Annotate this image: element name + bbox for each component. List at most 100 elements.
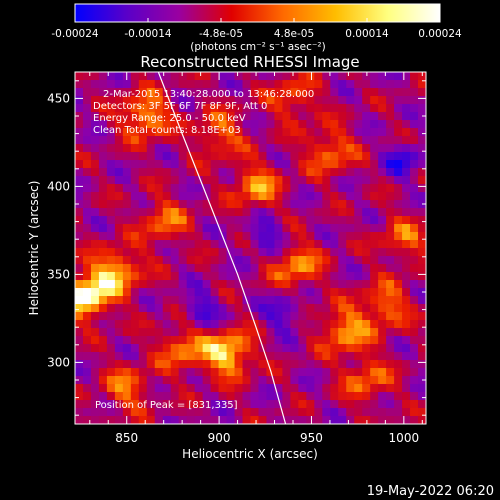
heatmap-cell — [154, 136, 164, 145]
heatmap-cell — [338, 240, 347, 249]
heatmap-cell — [186, 144, 196, 153]
heatmap-cell — [258, 176, 268, 185]
heatmap-cell — [130, 72, 140, 81]
heatmap-cell — [418, 368, 426, 377]
heatmap-cell — [146, 328, 156, 337]
heatmap-cell — [266, 304, 276, 313]
heatmap-cell — [298, 80, 307, 89]
heatmap-cell — [234, 384, 244, 393]
heatmap-cell — [218, 328, 228, 337]
heatmap-cell — [322, 336, 331, 345]
heatmap-cell — [330, 176, 339, 185]
heatmap-cell — [146, 232, 156, 241]
heatmap-cell — [418, 320, 426, 329]
heatmap-cell — [258, 368, 268, 377]
heatmap-cell — [410, 320, 419, 329]
heatmap-cell — [202, 160, 212, 169]
heatmap-cell — [186, 384, 196, 393]
heatmap-cell — [258, 144, 268, 153]
heatmap-cell — [306, 280, 315, 289]
heatmap-cell — [146, 88, 156, 97]
heatmap-cell — [354, 136, 363, 145]
heatmap-cell — [370, 216, 379, 225]
heatmap-cell — [410, 152, 419, 161]
heatmap-cell — [234, 208, 244, 217]
heatmap-cell — [194, 144, 204, 153]
heatmap-cell — [82, 192, 92, 201]
heatmap-cell — [234, 184, 244, 193]
heatmap-cell — [194, 192, 204, 201]
heatmap-cell — [202, 120, 212, 129]
heatmap-cell — [90, 136, 100, 145]
heatmap-cell — [202, 288, 212, 297]
heatmap-cell — [218, 368, 228, 377]
heatmap-cell — [234, 280, 244, 289]
heatmap-cell — [418, 328, 426, 337]
heatmap-cell — [154, 72, 164, 81]
heatmap-cell — [75, 416, 84, 424]
heatmap-cell — [242, 272, 252, 281]
heatmap-cell — [274, 248, 284, 257]
heatmap-cell — [274, 72, 284, 81]
heatmap-cell — [418, 336, 426, 345]
heatmap-cell — [154, 160, 164, 169]
heatmap-cell — [402, 408, 411, 417]
heatmap-cell — [170, 208, 180, 217]
heatmap-cell — [186, 328, 196, 337]
heatmap-cell — [250, 384, 260, 393]
heatmap-cell — [162, 336, 172, 345]
heatmap-cell — [274, 256, 284, 265]
heatmap-cell — [354, 280, 363, 289]
heatmap-cell — [194, 248, 204, 257]
heatmap-cell — [82, 336, 92, 345]
heatmap-cell — [258, 408, 268, 417]
heatmap-cell — [338, 400, 347, 409]
heatmap-cell — [210, 216, 220, 225]
heatmap-cell — [202, 368, 212, 377]
heatmap-cell — [162, 368, 172, 377]
heatmap-cell — [314, 144, 323, 153]
heatmap-cell — [250, 160, 260, 169]
heatmap-cell — [82, 152, 92, 161]
heatmap-cell — [226, 272, 236, 281]
heatmap-cell — [210, 304, 220, 313]
heatmap-cell — [410, 264, 419, 273]
y-tick-label: 350 — [47, 267, 70, 281]
heatmap-cell — [122, 304, 132, 313]
heatmap-cell — [346, 352, 355, 361]
heatmap-cell — [106, 272, 116, 281]
heatmap-cell — [82, 272, 92, 281]
heatmap-cell — [178, 104, 188, 113]
heatmap-cell — [194, 392, 204, 401]
heatmap-cell — [178, 240, 188, 249]
heatmap-cell — [330, 136, 339, 145]
heatmap-cell — [210, 200, 220, 209]
heatmap-cell — [162, 312, 172, 321]
heatmap-cell — [210, 104, 220, 113]
heatmap-cell — [170, 88, 180, 97]
heatmap-cell — [306, 328, 315, 337]
heatmap-cell — [314, 272, 323, 281]
heatmap-cell — [186, 72, 196, 81]
heatmap-cell — [114, 152, 124, 161]
heatmap-cell — [314, 96, 323, 105]
heatmap-cell — [82, 160, 92, 169]
heatmap-cell — [154, 344, 164, 353]
heatmap-cell — [194, 176, 204, 185]
heatmap-cell — [250, 184, 260, 193]
heatmap-cell — [114, 256, 124, 265]
heatmap-cell — [290, 336, 299, 345]
heatmap-cell — [290, 256, 299, 265]
heatmap-cell — [370, 184, 379, 193]
heatmap-cell — [226, 232, 236, 241]
heatmap-cell — [346, 296, 355, 305]
heatmap-cell — [274, 112, 284, 121]
heatmap-cell — [322, 312, 331, 321]
heatmap-cell — [130, 328, 140, 337]
heatmap-cell — [98, 184, 108, 193]
heatmap-cell — [386, 232, 395, 241]
heatmap-cell — [234, 344, 244, 353]
heatmap-cell — [402, 400, 411, 409]
heatmap-cell — [186, 320, 196, 329]
heatmap-cell — [402, 168, 411, 177]
